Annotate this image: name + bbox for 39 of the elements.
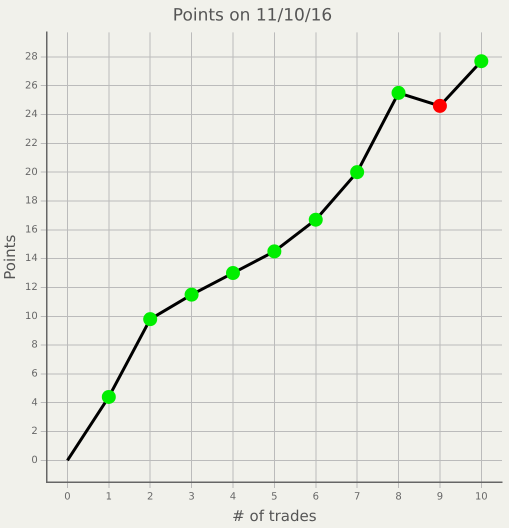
- y-tick-label: 0: [31, 454, 38, 466]
- x-tick-label: 4: [230, 492, 236, 503]
- point: [308, 212, 323, 227]
- point: [226, 266, 240, 280]
- point: [102, 390, 116, 404]
- y-tick-label: 24: [24, 109, 38, 120]
- x-tick-label: 5: [271, 492, 278, 503]
- y-tick-label: 8: [31, 340, 38, 351]
- point: [184, 288, 199, 302]
- x-tick-label: 7: [354, 492, 360, 503]
- point: [267, 244, 282, 258]
- y-tick-label: 26: [24, 80, 38, 92]
- y-tick-label: 16: [24, 224, 38, 236]
- chart-title: Points on 11/10/16: [172, 6, 332, 26]
- y-tick-label: 4: [31, 397, 38, 408]
- point: [392, 86, 406, 100]
- y-axis-title: Points: [0, 234, 19, 280]
- y-tick-label: 2: [31, 426, 38, 438]
- y-tick-label: 10: [24, 310, 38, 322]
- point: [350, 165, 364, 180]
- y-tick-label: 14: [24, 253, 38, 264]
- y-tick-label: 28: [24, 51, 38, 62]
- y-tick-label: 18: [24, 196, 38, 207]
- x-tick-label: 8: [395, 492, 402, 503]
- x-tick-label: 2: [147, 492, 154, 503]
- x-tick-label: 0: [64, 492, 71, 503]
- x-tick-label: 3: [188, 492, 195, 503]
- y-tick-label: 22: [24, 138, 38, 149]
- y-tick-label: 20: [24, 166, 38, 178]
- y-tick-label: 12: [24, 282, 38, 294]
- x-tick-label: 9: [436, 492, 444, 503]
- x-axis-title: # of trades: [232, 506, 317, 525]
- point: [474, 54, 488, 68]
- y-tick-label: 6: [31, 368, 38, 380]
- x-tick-label: 6: [312, 492, 319, 503]
- x-tick-label: 10: [474, 492, 488, 503]
- point: [143, 312, 158, 326]
- x-tick-label: 1: [106, 492, 112, 503]
- point: [432, 98, 447, 113]
